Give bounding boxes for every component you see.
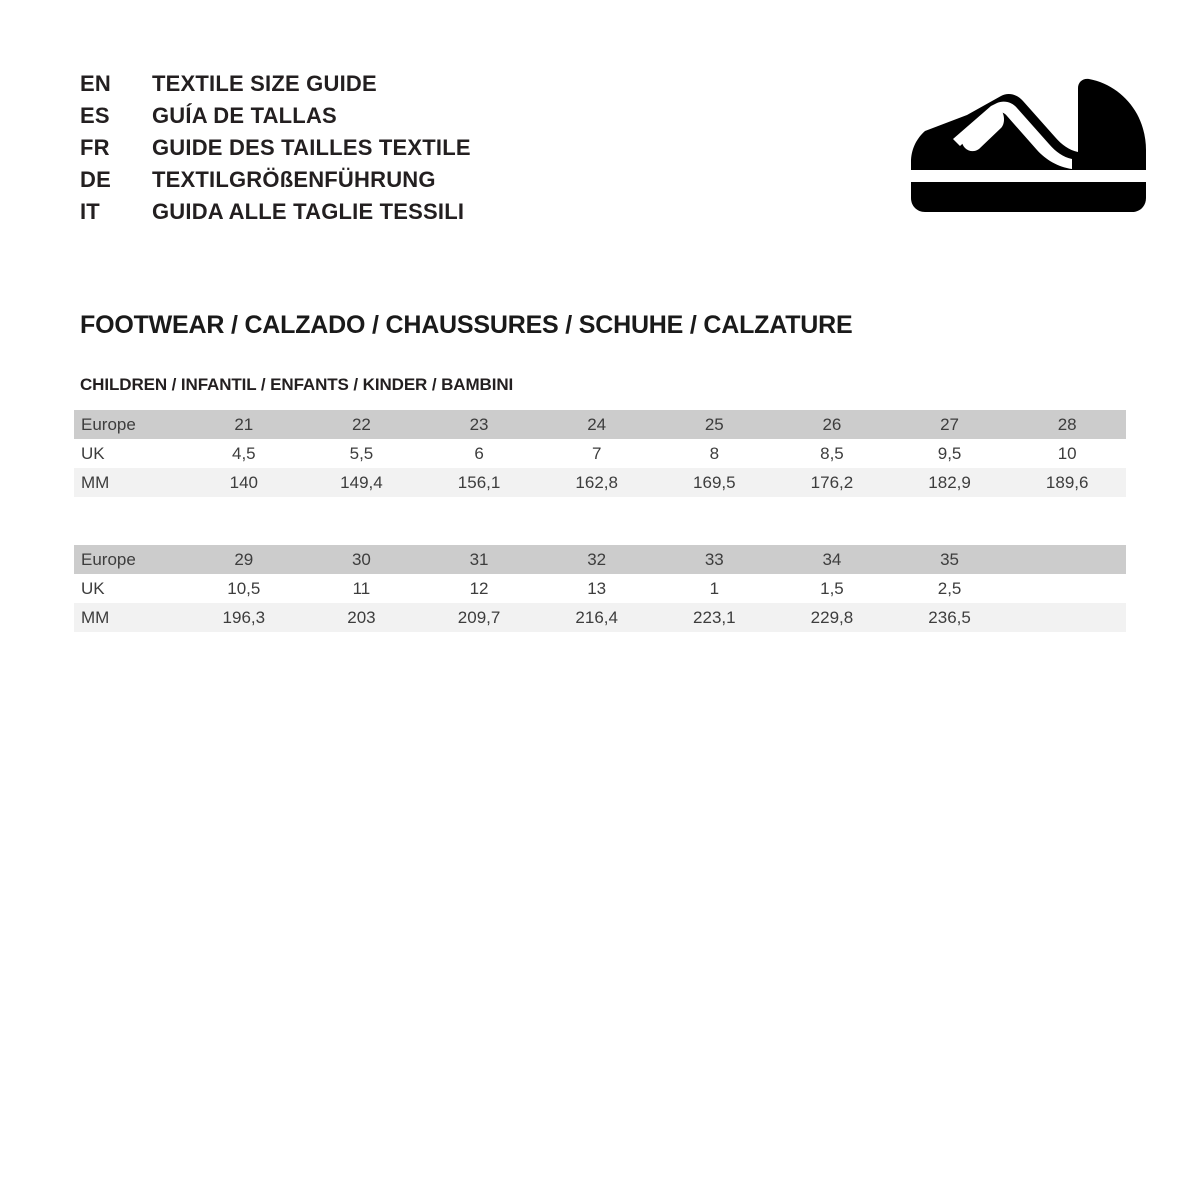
language-row: DE TEXTILGRÖßENFÜHRUNG (80, 164, 600, 196)
size-cell: 1 (655, 574, 774, 603)
size-cell: 27 (890, 410, 1009, 439)
size-cell (1008, 574, 1126, 603)
size-cell: 35 (890, 545, 1009, 574)
size-cell: 12 (420, 574, 538, 603)
row-label: UK (74, 574, 185, 603)
size-cell: 156,1 (420, 468, 538, 497)
size-cell: 33 (655, 545, 774, 574)
language-code: FR (80, 135, 110, 160)
size-cell: 196,3 (185, 603, 303, 632)
size-cell (1008, 603, 1126, 632)
size-cell: 10 (1008, 439, 1126, 468)
language-code: IT (80, 199, 100, 224)
language-title: TEXTILGRÖßENFÜHRUNG (152, 167, 436, 192)
size-cell: 8,5 (773, 439, 891, 468)
row-label: MM (74, 468, 185, 497)
size-cell: 9,5 (890, 439, 1009, 468)
table-row: UK 4,5 5,5 6 7 8 8,5 9,5 10 (74, 439, 1126, 468)
group-title: CHILDREN / INFANTIL / ENFANTS / KINDER /… (80, 375, 514, 394)
language-title: GUÍA DE TALLAS (152, 103, 337, 128)
size-cell: 2,5 (890, 574, 1009, 603)
size-table-part-2: Europe 29 30 31 32 33 34 35 UK 10,5 11 12 13 1 1,5 2,5 M… (74, 545, 1126, 632)
size-cell: 223,1 (655, 603, 774, 632)
size-cell: 169,5 (655, 468, 774, 497)
size-cell: 209,7 (420, 603, 538, 632)
row-label: MM (74, 603, 185, 632)
size-table-part-1: Europe 21 22 23 24 25 26 27 28 UK 4,5 5,5 6 7 8 8,5 9,5 1… (74, 410, 1126, 497)
size-cell: 29 (185, 545, 303, 574)
size-cell: 162,8 (537, 468, 656, 497)
size-cell: 10,5 (185, 574, 303, 603)
language-code: DE (80, 167, 111, 192)
row-label: Europe (74, 545, 185, 574)
size-cell: 11 (302, 574, 421, 603)
size-cell: 5,5 (302, 439, 421, 468)
table-row: MM 140 149,4 156,1 162,8 169,5 176,2 182,9 189,6 (74, 468, 1126, 497)
language-row: FR GUIDE DES TAILLES TEXTILE (80, 132, 600, 164)
size-cell: 28 (1008, 410, 1126, 439)
table-row: Europe 21 22 23 24 25 26 27 28 (74, 410, 1126, 439)
size-cell: 25 (655, 410, 774, 439)
size-cell: 176,2 (773, 468, 891, 497)
size-cell: 8 (655, 439, 774, 468)
size-cell: 26 (773, 410, 891, 439)
language-header-list: EN TEXTILE SIZE GUIDE ES GUÍA DE TALLAS FR GU… (80, 68, 600, 228)
size-cell: 140 (185, 468, 303, 497)
size-cell: 236,5 (890, 603, 1009, 632)
language-title: TEXTILE SIZE GUIDE (152, 71, 377, 96)
language-row: ES GUÍA DE TALLAS (80, 100, 600, 132)
language-title: GUIDE DES TAILLES TEXTILE (152, 135, 471, 160)
table-row: Europe 29 30 31 32 33 34 35 (74, 545, 1126, 574)
size-cell (1008, 545, 1126, 574)
shoe-icon-glyph (911, 78, 1146, 212)
row-label: UK (74, 439, 185, 468)
table-row: UK 10,5 11 12 13 1 1,5 2,5 (74, 574, 1126, 603)
size-cell: 216,4 (537, 603, 656, 632)
size-cell: 31 (420, 545, 538, 574)
size-cell: 34 (773, 545, 891, 574)
language-row: EN TEXTILE SIZE GUIDE (80, 68, 600, 100)
size-cell: 23 (420, 410, 538, 439)
size-cell: 182,9 (890, 468, 1009, 497)
language-code: EN (80, 71, 111, 96)
size-cell: 22 (302, 410, 421, 439)
size-cell: 189,6 (1008, 468, 1126, 497)
size-cell: 4,5 (185, 439, 303, 468)
table-row: MM 196,3 203 209,7 216,4 223,1 229,8 236,5 (74, 603, 1126, 632)
size-cell: 13 (537, 574, 656, 603)
language-row: IT GUIDA ALLE TAGLIE TESSILI (80, 196, 600, 228)
page-title: FOOTWEAR / CALZADO / CHAUSSURES / SCHUHE… (80, 311, 853, 339)
language-title: GUIDA ALLE TAGLIE TESSILI (152, 199, 465, 224)
size-cell: 21 (185, 410, 303, 439)
size-cell: 229,8 (773, 603, 891, 632)
size-cell: 32 (537, 545, 656, 574)
row-label: Europe (74, 410, 185, 439)
size-cell: 6 (420, 439, 538, 468)
size-cell: 203 (302, 603, 421, 632)
size-cell: 7 (537, 439, 656, 468)
size-cell: 1,5 (773, 574, 891, 603)
size-cell: 24 (537, 410, 656, 439)
size-cell: 149,4 (302, 468, 421, 497)
language-code: ES (80, 103, 110, 128)
size-cell: 30 (302, 545, 421, 574)
shoe-icon (905, 70, 1150, 220)
